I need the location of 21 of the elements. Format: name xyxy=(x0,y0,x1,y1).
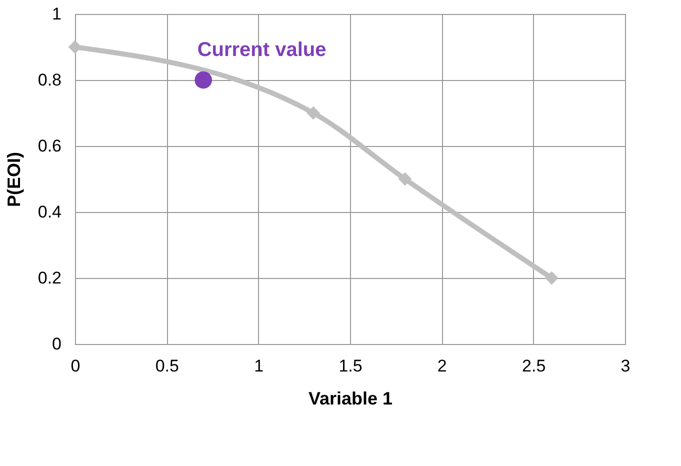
y-tick-label: 0.4 xyxy=(38,202,62,222)
x-axis-title: Variable 1 xyxy=(308,388,393,408)
x-tick-label: 1.5 xyxy=(338,356,362,376)
x-tick-label: 1 xyxy=(254,356,264,376)
x-tick-label: 0.5 xyxy=(155,356,179,376)
point xyxy=(544,271,558,285)
annotation: Current value xyxy=(197,39,326,61)
x-tick-label: 2 xyxy=(437,356,447,376)
y-tick-label: 0.8 xyxy=(38,70,62,90)
y-tick-label: 1 xyxy=(52,4,62,24)
y-tick-label: 0 xyxy=(52,334,62,354)
point xyxy=(68,40,82,54)
point xyxy=(398,172,412,186)
x-tick-label: 3 xyxy=(620,356,630,376)
y-axis-title: P(EOI) xyxy=(4,152,24,208)
point xyxy=(194,71,212,89)
point xyxy=(306,106,320,120)
y-tick-label: 0.2 xyxy=(38,268,62,288)
x-tick-label: 0 xyxy=(70,356,80,376)
y-tick-label: 0.6 xyxy=(38,136,62,156)
x-tick-label: 2.5 xyxy=(522,356,546,376)
